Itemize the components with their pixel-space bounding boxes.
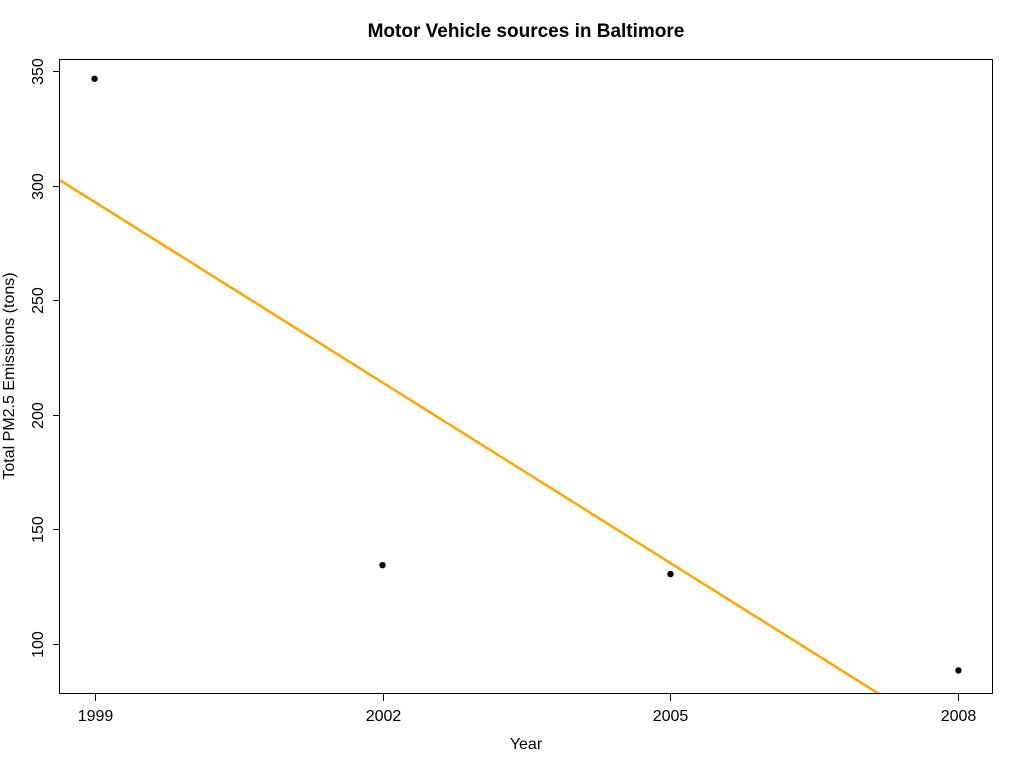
x-tick-label: 2002	[366, 708, 402, 725]
data-point	[91, 75, 98, 82]
y-tick-label: 150	[30, 516, 47, 543]
data-point	[379, 561, 386, 569]
x-axis-title: Year	[510, 736, 543, 753]
y-tick-label: 250	[30, 287, 47, 314]
data-point	[667, 570, 674, 578]
data-point	[955, 667, 962, 674]
y-tick-label: 350	[30, 58, 47, 85]
x-tick-label: 2005	[653, 708, 689, 725]
plot-frame	[59, 59, 993, 694]
y-axis-title: Total PM2.5 Emissions (tons)	[1, 272, 18, 479]
plot-area	[60, 75, 962, 694]
trend-line	[60, 179, 882, 694]
chart-title: Motor Vehicle sources in Baltimore	[368, 21, 685, 42]
x-tick-label: 1999	[78, 708, 114, 725]
y-tick-label: 100	[30, 631, 47, 658]
y-tick-label: 200	[30, 402, 47, 429]
y-tick-label: 300	[30, 173, 47, 200]
x-tick-label: 2008	[941, 708, 977, 725]
